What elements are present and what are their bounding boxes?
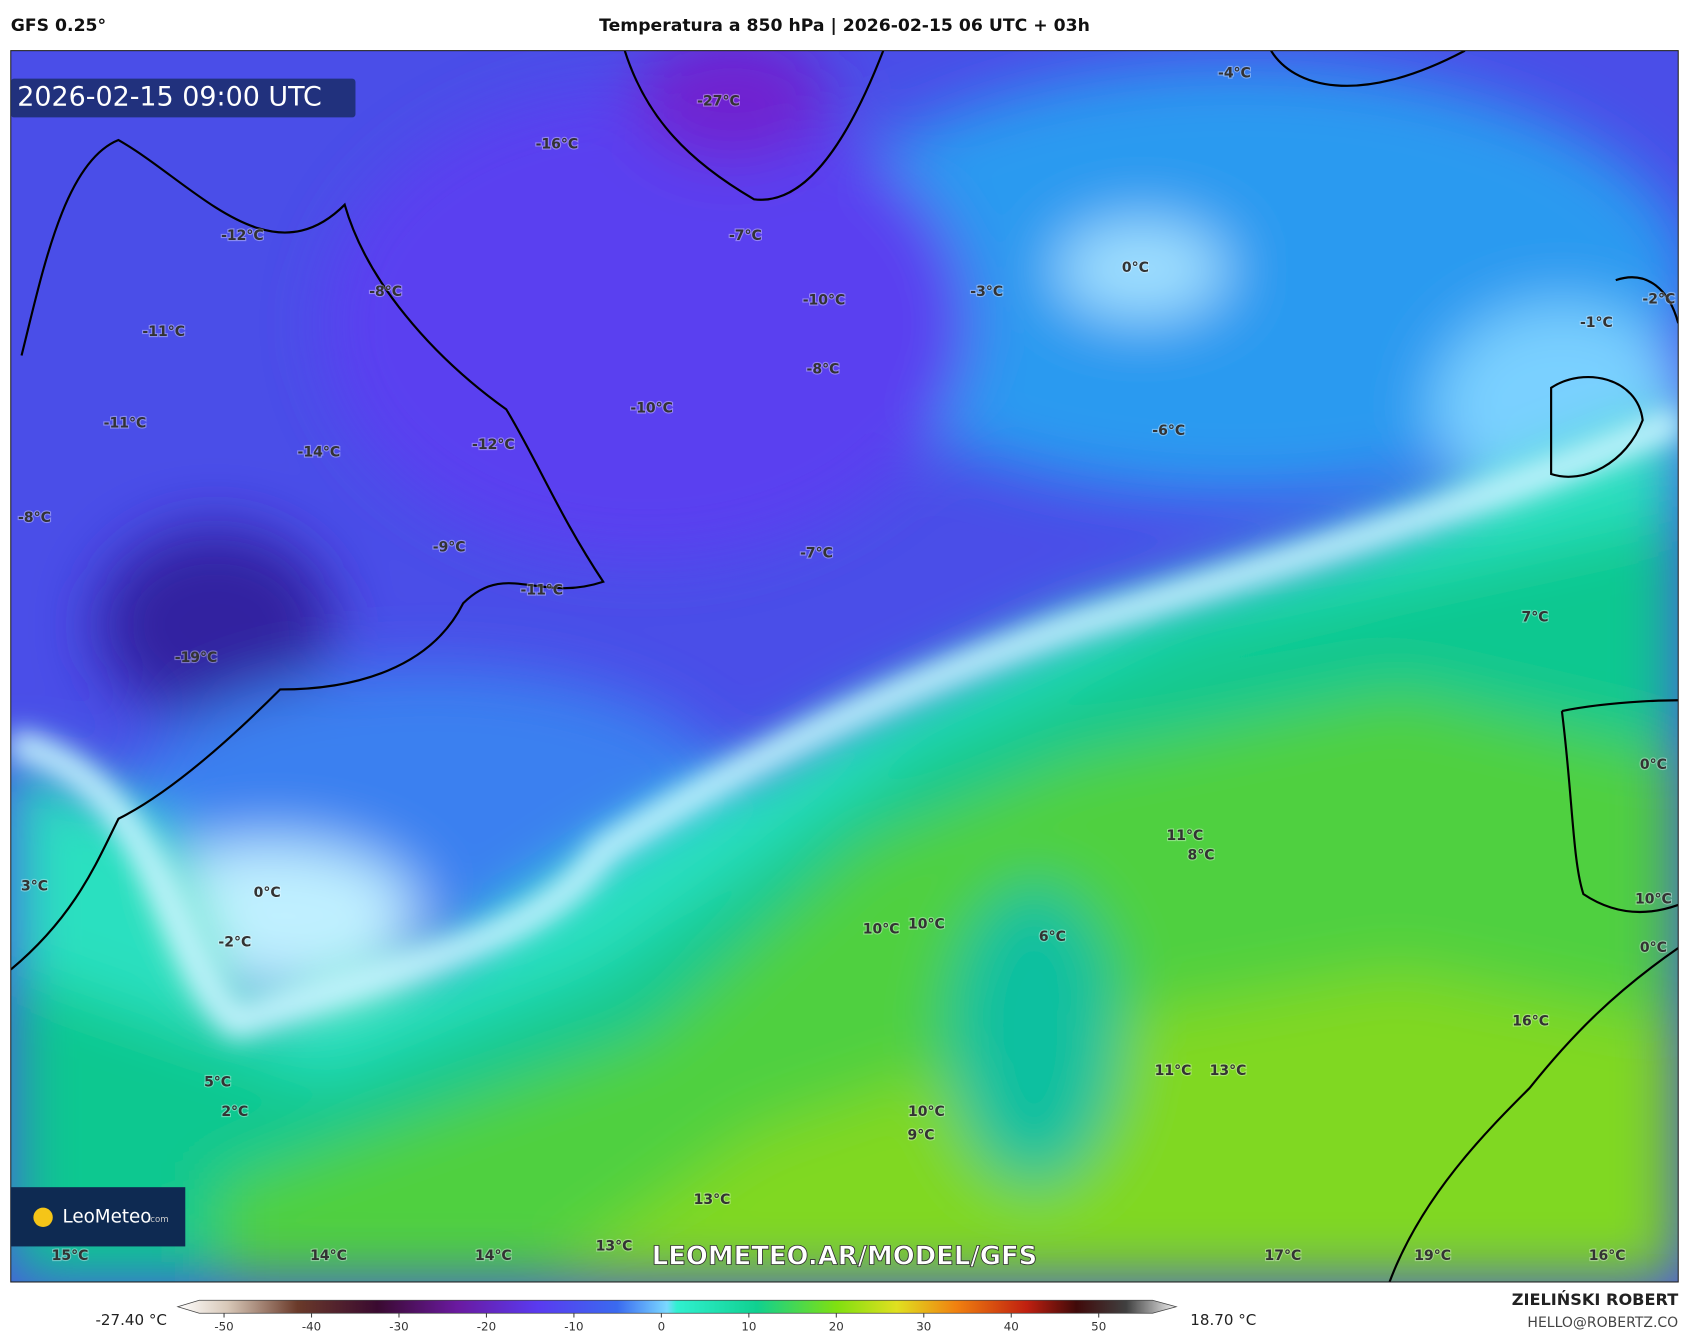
timestamp: 2026-02-15 09:00 UTC <box>17 82 322 113</box>
temp-label: -7°C <box>800 546 833 562</box>
temp-label: 8°C <box>1188 847 1215 863</box>
colorbar-tick-label: 30 <box>916 1320 931 1334</box>
temp-label: 9°C <box>907 1127 934 1143</box>
colorbar-tick-label: 10 <box>741 1320 756 1334</box>
temp-label: 16°C <box>1589 1248 1626 1264</box>
temp-label: 14°C <box>310 1248 347 1264</box>
temp-label: 17°C <box>1265 1248 1302 1264</box>
temp-label: 7°C <box>1521 609 1548 625</box>
colorbar-tick-label: -50 <box>214 1320 233 1334</box>
temp-label: 5°C <box>204 1075 231 1091</box>
temp-label: -2°C <box>1642 291 1675 307</box>
temp-label: -3°C <box>970 284 1003 300</box>
temperature-field <box>10 50 1679 1282</box>
temp-label: -12°C <box>221 228 264 244</box>
colorbar-tick-label: 50 <box>1091 1320 1106 1334</box>
temp-label: -7°C <box>729 228 762 244</box>
temp-label: 14°C <box>475 1248 512 1264</box>
temp-label: 3°C <box>21 879 48 895</box>
temp-label: 16°C <box>1512 1013 1549 1029</box>
temp-label: 2°C <box>221 1104 248 1120</box>
temp-label: -12°C <box>472 437 515 453</box>
temp-label: -4°C <box>1218 65 1251 81</box>
temp-label: 15°C <box>52 1248 89 1264</box>
temp-label: -16°C <box>536 136 579 152</box>
temperature-labels: -27°C -16°C -12°C -8°C -11°C -11°C -14°C -12°C -… <box>17 64 1676 1265</box>
temp-label: 10°C <box>1635 892 1672 908</box>
watermark: LEOMETEO.AR/MODEL/GFS <box>652 1242 1037 1272</box>
temp-label: -1°C <box>1580 315 1613 331</box>
logo-brand: LeoMeteo <box>62 1206 151 1227</box>
logo-suffix: .com <box>148 1215 169 1225</box>
temp-label: 10°C <box>908 916 945 932</box>
temp-label: 0°C <box>254 885 281 901</box>
temp-label: -19°C <box>175 650 218 666</box>
temp-label: -8°C <box>18 510 51 526</box>
author-name: ZIELIŃSKI ROBERT <box>1512 1290 1678 1309</box>
model-label: GFS 0.25° <box>11 16 106 36</box>
colorbar-tick-label: 0 <box>658 1320 666 1334</box>
author-email: HELLO@ROBERTZ.CO <box>1527 1315 1678 1331</box>
temp-label: -9°C <box>433 539 466 555</box>
colorbar-max: 18.70 °C <box>1190 1311 1256 1329</box>
temp-label: 10°C <box>863 922 900 938</box>
temp-label: 11°C <box>1155 1063 1192 1079</box>
temp-label: -11°C <box>142 324 185 340</box>
map-frame <box>10 50 1679 1283</box>
temp-label: 0°C <box>1122 260 1149 276</box>
temp-label: 0°C <box>1640 940 1667 956</box>
map-title: Temperatura a 850 hPa | 2026-02-15 06 UT… <box>599 16 1090 36</box>
map-area: -27°C -16°C -12°C -8°C -11°C -11°C -14°C -12°C -… <box>10 50 1679 1282</box>
temp-label: 6°C <box>1039 929 1066 945</box>
colorbar-tick-label: -40 <box>302 1320 321 1334</box>
temp-label: -11°C <box>104 415 147 431</box>
front-band <box>10 407 1679 1040</box>
colorbar <box>176 1299 1178 1314</box>
temp-label: 13°C <box>694 1192 731 1208</box>
temp-label: -8°C <box>807 362 840 378</box>
colorbar-ticks: -50 -40 -30 -20 -10 0 10 20 30 40 50 <box>214 1313 1106 1334</box>
temp-label: -27°C <box>697 93 740 109</box>
temp-label: -10°C <box>803 293 846 309</box>
temp-label: -8°C <box>369 284 402 300</box>
temp-label: 10°C <box>908 1104 945 1120</box>
colorbar-tick-label: -10 <box>564 1320 583 1334</box>
colorbar-tick-label: 40 <box>1004 1320 1019 1334</box>
logo-sun <box>33 1207 53 1228</box>
colorbar-tick-label: -30 <box>389 1320 408 1334</box>
temp-label: -6°C <box>1152 423 1185 439</box>
coastlines <box>10 50 1679 1282</box>
temp-label: 13°C <box>1210 1063 1247 1079</box>
temp-label: -2°C <box>218 935 251 951</box>
temp-label: -11°C <box>521 582 564 598</box>
temp-label: -14°C <box>298 444 341 460</box>
temp-label: 13°C <box>596 1238 633 1254</box>
temp-label: 0°C <box>1640 757 1667 773</box>
colorbar-min: -27.40 °C <box>95 1311 166 1329</box>
colorbar-tick-label: 20 <box>829 1320 844 1334</box>
temp-label: -10°C <box>630 400 673 416</box>
timestamp-box <box>10 78 356 118</box>
colorbar-tick-label: -20 <box>477 1320 496 1334</box>
temp-label: 11°C <box>1167 828 1204 844</box>
temp-label: 19°C <box>1414 1248 1451 1264</box>
